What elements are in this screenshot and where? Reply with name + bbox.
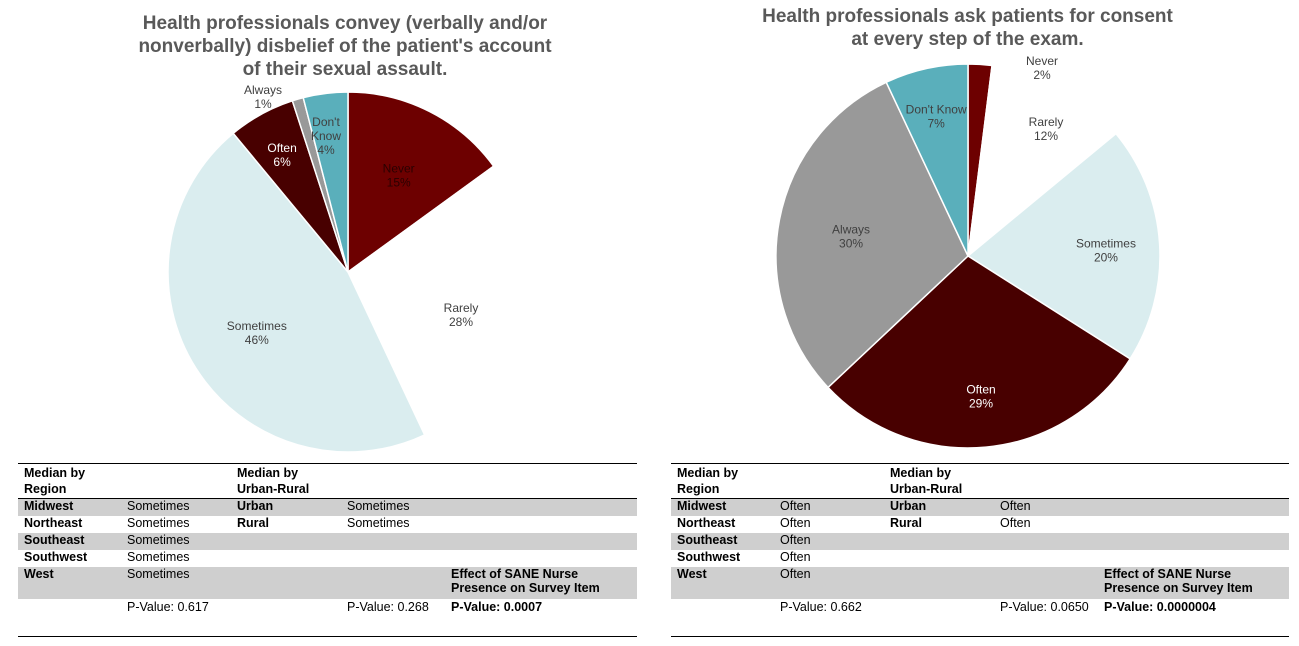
p-value-urban-rural: P-Value: 0.0650 (994, 599, 1098, 637)
region-name: Midwest (671, 498, 774, 516)
table-row: Northeast Often Rural Often (671, 516, 1289, 533)
table-row: West Sometimes Effect of SANE Nurse Pres… (18, 567, 637, 599)
pie-slice-rarely (967, 64, 1117, 258)
table-row: Southwest Often (671, 550, 1289, 567)
p-value-row: P-Value: 0.617 P-Value: 0.268 P-Value: 0… (18, 599, 637, 637)
chart-title: Health professionals convey (verbally an… (138, 13, 552, 80)
slice-label: Often 6% (267, 141, 296, 169)
table-row: Southeast Often (671, 533, 1289, 550)
region-median: Often (774, 567, 884, 599)
pie-slice-sometimes (966, 132, 1161, 360)
slice-label: Don't Know 7% (906, 103, 967, 131)
urban-rural-name: Rural (237, 516, 269, 530)
chart-title: Health professionals ask patients for co… (762, 6, 1173, 50)
region-name: Southeast (671, 533, 774, 550)
p-value-region: P-Value: 0.617 (121, 599, 231, 637)
region-median: Often (774, 498, 884, 516)
sane-effect-label: Effect of SANE Nurse Presence on Survey … (445, 567, 637, 599)
urban-rural-median: Often (994, 498, 1098, 516)
region-name: West (18, 567, 121, 599)
slice-label: Always 30% (832, 223, 870, 251)
region-name: Midwest (18, 498, 121, 516)
region-median: Sometimes (127, 550, 190, 564)
pie-slice-sometimes (167, 132, 426, 453)
pie-slice-never (347, 91, 495, 274)
slice-label: Rarely 28% (444, 301, 479, 329)
region-median: Sometimes (121, 567, 231, 599)
region-name: West (671, 567, 774, 599)
urban-rural-name: Urban (884, 498, 994, 516)
header-region: Median by Region (671, 463, 774, 499)
table-row: Northeast Sometimes Rural Sometimes (18, 516, 637, 533)
urban-rural-median: Sometimes (341, 498, 445, 516)
slice-label: Always 1% (244, 83, 282, 111)
slice-label: Don't Know 4% (311, 115, 341, 157)
region-median: Often (774, 533, 884, 550)
header-urban-rural: Median by Urban-Rural (231, 463, 341, 499)
pie-chart: Never 15% Rarely 28% Sometimes 46% Often 6% Alwa… (167, 83, 529, 453)
urban-rural-name: Urban (231, 498, 341, 516)
stats-table: Median by Region Median by Urban-Rural M… (18, 463, 637, 637)
region-median: Sometimes (121, 533, 231, 550)
p-value-row: P-Value: 0.662 P-Value: 0.0650 P-Value: … (671, 599, 1289, 637)
region-median: Sometimes (127, 516, 190, 530)
p-value-region: P-Value: 0.662 (774, 599, 884, 637)
slice-label: Sometimes 20% (1076, 236, 1136, 264)
slice-label: Often 29% (966, 383, 995, 411)
pie-slice-don-t-know (885, 63, 969, 257)
table-header-row: Median by Region Median by Urban-Rural (18, 463, 637, 499)
sane-effect-label: Effect of SANE Nurse Presence on Survey … (1098, 567, 1289, 599)
table-row: West Often Effect of SANE Nurse Presence… (671, 567, 1289, 599)
slice-label: Sometimes 46% (227, 319, 287, 347)
pie-chart: Never 2% Rarely 12% Sometimes 20% Often 29% Alwa… (775, 54, 1161, 449)
table-row: Southwest Sometimes (18, 550, 637, 567)
urban-rural-median: Often (1000, 516, 1031, 530)
slice-label: Never 2% (1026, 54, 1058, 82)
right-chart-panel: Health professionals ask patients for co… (650, 0, 1299, 646)
table-row: Midwest Often Urban Often (671, 498, 1289, 516)
region-median: Often (780, 550, 811, 564)
region-name: Southwest (24, 550, 88, 564)
stats-table: Median by Region Median by Urban-Rural M… (671, 463, 1289, 637)
region-name: Southwest (677, 550, 741, 564)
p-value-sane: P-Value: 0.0007 (445, 599, 637, 637)
region-median: Sometimes (121, 498, 231, 516)
slice-label: Never 15% (383, 162, 415, 190)
header-urban-rural: Median by Urban-Rural (884, 463, 994, 499)
slice-label: Rarely 12% (1029, 115, 1064, 143)
table-row: Midwest Sometimes Urban Sometimes (18, 498, 637, 516)
region-name: Southeast (18, 533, 121, 550)
header-region: Median by Region (18, 463, 121, 499)
p-value-sane: P-Value: 0.0000004 (1098, 599, 1289, 637)
table-row: Southeast Sometimes (18, 533, 637, 550)
left-chart-panel: Health professionals convey (verbally an… (18, 13, 637, 637)
urban-rural-name: Rural (890, 516, 922, 530)
region-name: Northeast (677, 516, 736, 530)
pie-slice-always (775, 81, 969, 389)
urban-rural-median: Sometimes (347, 516, 410, 530)
pie-slice-often (826, 255, 1132, 449)
region-median: Often (780, 516, 811, 530)
p-value-urban-rural: P-Value: 0.268 (341, 599, 445, 637)
pie-slice-rarely (347, 165, 529, 436)
table-header-row: Median by Region Median by Urban-Rural (671, 463, 1289, 499)
region-name: Northeast (24, 516, 83, 530)
pie-slice-don-t-know (302, 91, 349, 273)
